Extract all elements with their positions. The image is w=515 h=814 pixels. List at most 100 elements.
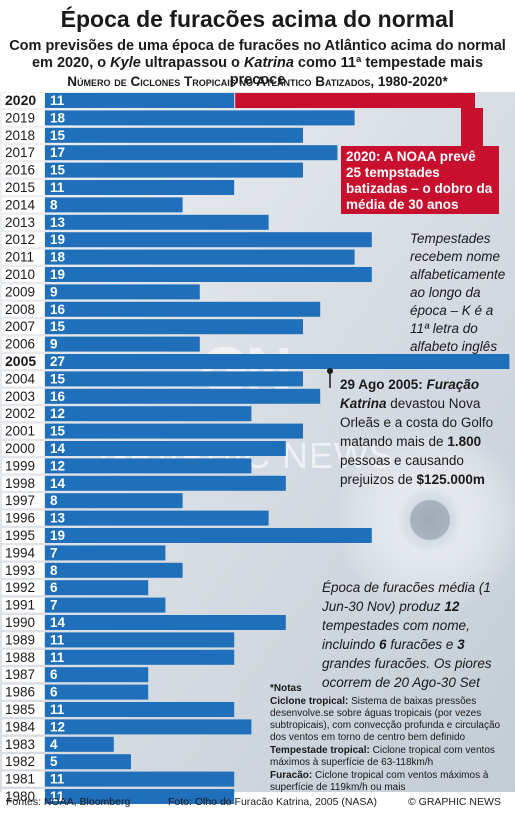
chart-title: Número de Ciclones Tropicais no Atlântic… bbox=[67, 74, 448, 89]
forecast-2020-callout: 2020: A NOAA prevê 25 tempstades batizad… bbox=[341, 146, 499, 214]
year-label-bg bbox=[2, 510, 44, 526]
bar-2014 bbox=[45, 197, 183, 213]
year-label-bg bbox=[2, 684, 44, 700]
year-label-bg bbox=[2, 93, 44, 108]
year-label-bg bbox=[2, 145, 44, 161]
value-label: 11 bbox=[50, 180, 65, 195]
average-season-note: Época de furacões média (1 Jun-30 Nov) p… bbox=[322, 580, 492, 690]
year-label-bg bbox=[2, 284, 44, 300]
bar-1993 bbox=[45, 562, 183, 578]
year-label-bg bbox=[2, 562, 44, 578]
value-label: 19 bbox=[50, 528, 65, 543]
bar-1997 bbox=[45, 493, 183, 509]
year-label-bg bbox=[2, 580, 44, 596]
year-label: 1984 bbox=[5, 719, 36, 734]
value-label: 6 bbox=[50, 580, 58, 595]
year-label: 2000 bbox=[5, 441, 35, 456]
value-label: 5 bbox=[50, 754, 58, 769]
value-label: 16 bbox=[50, 302, 66, 317]
bar-2007 bbox=[45, 319, 303, 335]
value-label: 12 bbox=[50, 458, 65, 473]
year-label: 2014 bbox=[5, 197, 36, 212]
year-label: 1996 bbox=[5, 511, 35, 526]
year-label: 2015 bbox=[5, 180, 35, 195]
bar-2005 bbox=[45, 354, 510, 369]
year-label-bg bbox=[2, 267, 44, 282]
year-label-bg bbox=[2, 702, 44, 717]
year-label: 2020 bbox=[5, 92, 36, 108]
bar-1986 bbox=[45, 684, 149, 700]
bar-1991 bbox=[45, 597, 166, 613]
year-label: 1990 bbox=[5, 615, 35, 630]
year-label: 2008 bbox=[5, 302, 35, 317]
value-label: 14 bbox=[50, 441, 66, 456]
bar-2006 bbox=[45, 336, 200, 352]
bar-1982 bbox=[45, 754, 131, 770]
year-label: 2009 bbox=[5, 284, 35, 299]
year-label-bg bbox=[2, 667, 44, 683]
year-label-bg bbox=[2, 789, 44, 804]
value-label: 12 bbox=[50, 719, 65, 734]
value-label: 15 bbox=[50, 424, 66, 439]
forecast-2020-bar bbox=[235, 93, 475, 108]
year-label: 1999 bbox=[5, 458, 35, 473]
year-label: 1981 bbox=[5, 772, 35, 787]
year-label: 1998 bbox=[5, 476, 35, 491]
bar-2003 bbox=[45, 388, 321, 404]
year-label-bg bbox=[2, 406, 44, 422]
bar-2015 bbox=[45, 180, 235, 195]
subtitle: Com previsões de uma época de furacões n… bbox=[9, 38, 506, 88]
year-label: 1997 bbox=[5, 493, 35, 508]
year-label-bg bbox=[2, 632, 44, 648]
value-label: 13 bbox=[50, 215, 66, 230]
year-label: 2012 bbox=[5, 232, 35, 247]
year-label: 2005 bbox=[5, 353, 36, 369]
value-label: 11 bbox=[50, 772, 65, 787]
year-label-bg bbox=[2, 441, 44, 456]
bar-1994 bbox=[45, 545, 166, 561]
year-label: 2019 bbox=[5, 110, 35, 125]
year-label-bg bbox=[2, 545, 44, 561]
year-label: 1989 bbox=[5, 632, 35, 647]
year-label-bg bbox=[2, 162, 44, 178]
value-label: 19 bbox=[50, 232, 65, 247]
year-label-bg bbox=[2, 423, 44, 439]
year-label-bg bbox=[2, 197, 44, 213]
year-label: 2002 bbox=[5, 406, 35, 421]
bar-1985 bbox=[45, 702, 235, 717]
year-label-bg bbox=[2, 232, 44, 248]
year-label: 2010 bbox=[5, 267, 35, 282]
year-label-bg bbox=[2, 371, 44, 387]
value-label: 11 bbox=[50, 93, 65, 108]
bar-1980 bbox=[45, 789, 235, 804]
year-label: 1993 bbox=[5, 563, 35, 578]
value-label: 6 bbox=[50, 667, 58, 682]
value-label: 11 bbox=[50, 632, 65, 647]
year-label-bg bbox=[2, 180, 44, 195]
bar-2012 bbox=[45, 232, 372, 248]
year-label-bg bbox=[2, 754, 44, 770]
year-label: 2017 bbox=[5, 145, 35, 160]
bar-2004 bbox=[45, 371, 303, 387]
bar-1988 bbox=[45, 649, 235, 665]
value-label: 7 bbox=[50, 545, 58, 560]
naming-note: Tempestades recebem nome alfabeticamente… bbox=[410, 231, 506, 354]
value-label: 18 bbox=[50, 250, 66, 265]
year-label: 2013 bbox=[5, 215, 35, 230]
bar-1981 bbox=[45, 771, 235, 787]
year-label-bg bbox=[2, 771, 44, 787]
value-label: 15 bbox=[50, 319, 66, 334]
bar-1995 bbox=[45, 528, 372, 543]
page-title: Época de furacões acima do normal bbox=[60, 6, 455, 32]
year-label-bg bbox=[2, 110, 44, 126]
bar-2018 bbox=[45, 127, 303, 143]
value-label: 19 bbox=[50, 267, 65, 282]
value-label: 4 bbox=[50, 737, 58, 752]
bar-1996 bbox=[45, 510, 269, 526]
value-label: 27 bbox=[50, 354, 65, 369]
year-label: 1985 bbox=[5, 702, 35, 717]
year-label-bg bbox=[2, 319, 44, 335]
year-label: 2016 bbox=[5, 163, 35, 178]
value-label: 9 bbox=[50, 284, 58, 299]
value-label: 15 bbox=[50, 371, 66, 386]
